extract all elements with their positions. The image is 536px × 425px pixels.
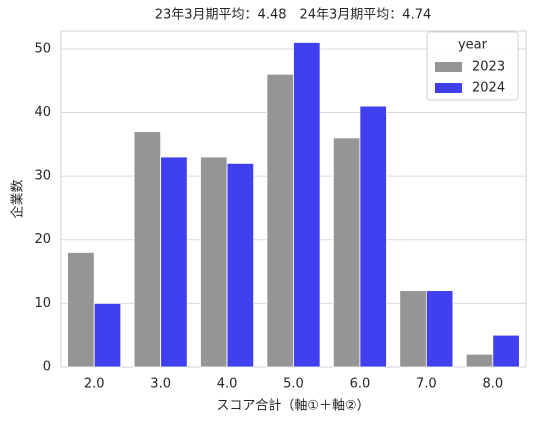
x-tick-label: 5.0 [283, 377, 304, 392]
bar [465, 353, 494, 368]
x-tick-label: 6.0 [350, 377, 371, 392]
legend-swatch [435, 83, 462, 93]
bar [67, 252, 95, 368]
chart-title: 23年3月期平均：4.48 24年3月期平均：4.74 [155, 8, 432, 23]
bar [133, 131, 162, 368]
legend-swatch [435, 62, 462, 72]
bar [93, 302, 122, 368]
x-tick-label: 8.0 [482, 377, 503, 392]
x-axis-label: スコア合計（軸①＋軸②） [216, 398, 369, 414]
legend-title: year [458, 38, 488, 53]
y-tick-label: 40 [34, 105, 51, 120]
y-tick-label: 50 [34, 41, 51, 56]
x-tick-label: 4.0 [217, 377, 238, 392]
y-axis-label: 企業数 [10, 179, 26, 218]
x-tick-label: 2.0 [84, 377, 105, 392]
bar [226, 162, 255, 368]
bar [160, 156, 188, 368]
bar [332, 137, 361, 368]
x-tick-label: 3.0 [150, 377, 171, 392]
bar [399, 290, 427, 368]
bar [492, 334, 520, 368]
legend-label: 2023 [472, 60, 505, 75]
y-tick-label: 20 [34, 232, 51, 247]
x-tick-label: 7.0 [416, 377, 437, 392]
bar [293, 42, 321, 368]
bar [266, 73, 294, 368]
bar [359, 105, 387, 368]
bar [425, 290, 454, 368]
bar [200, 156, 228, 368]
y-tick-label: 10 [34, 296, 51, 311]
legend-label: 2024 [472, 81, 505, 96]
y-tick-label: 0 [43, 360, 51, 375]
y-tick-label: 30 [34, 169, 51, 184]
